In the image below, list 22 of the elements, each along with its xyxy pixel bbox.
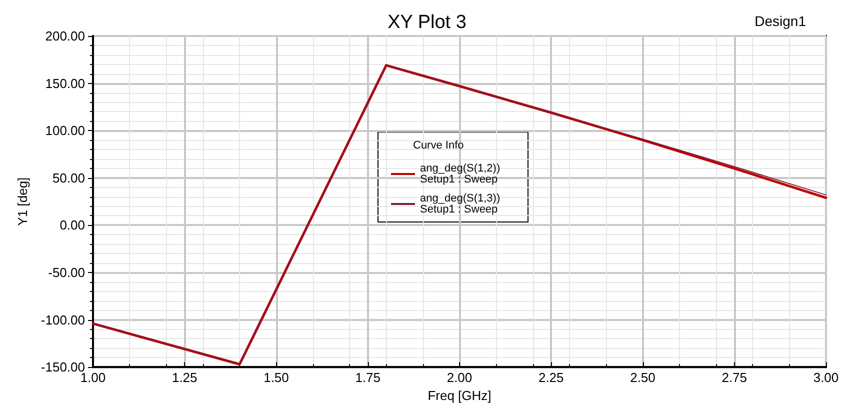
chart-title: XY Plot 3: [388, 12, 466, 33]
y-tick-label: 50.00: [52, 170, 85, 186]
x-tick-label: 2.50: [630, 370, 656, 386]
x-tick-label: 2.25: [538, 370, 564, 386]
x-axis-title: Freq [GHz]: [428, 388, 492, 403]
x-tick-label: 2.00: [446, 370, 472, 386]
legend-title: Curve Info: [413, 140, 464, 152]
x-tick-label: 3.00: [813, 370, 839, 386]
y-tick-label: 150.00: [45, 76, 85, 91]
x-tick-label: 1.50: [264, 370, 289, 386]
y-tick-label: 200.00: [45, 28, 85, 44]
x-tick-label: 1.75: [355, 370, 381, 386]
x-tick-label: 1.25: [172, 370, 198, 386]
y-tick-label: -50.00: [48, 265, 85, 280]
legend-label: ang_deg(S(1,2)) Setup1 : Sweep: [420, 162, 500, 186]
y-axis-title: Y1 [deg]: [15, 177, 30, 226]
y-tick-label: -100.00: [40, 312, 85, 328]
text: Design1: [754, 13, 806, 29]
y-tick-label: 0.00: [60, 218, 85, 233]
y-tick-label: 100.00: [45, 123, 85, 138]
legend-label: ang_deg(S(1,3)) Setup1 : Sweep: [420, 192, 500, 216]
x-tick-label: 2.75: [722, 370, 748, 386]
